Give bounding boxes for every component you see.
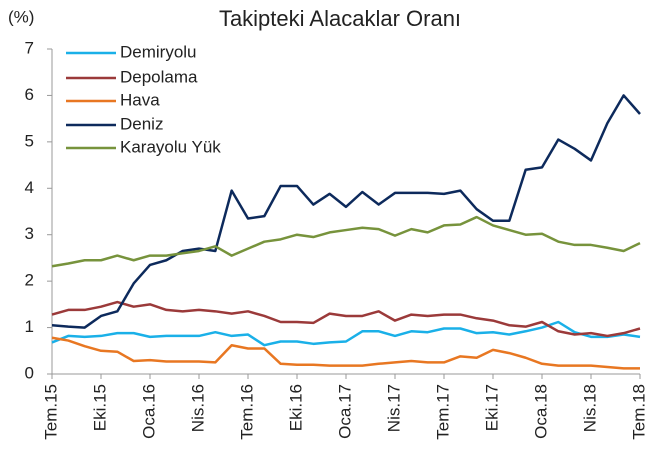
series-line <box>51 336 640 370</box>
legend-label: Depolama <box>120 67 198 86</box>
x-tick-label: Oca.16 <box>139 384 158 439</box>
x-tick-label: Tem.18 <box>629 384 648 440</box>
x-tick-label: Eki.16 <box>286 384 305 431</box>
x-tick-label: Nis.16 <box>188 384 207 432</box>
y-tick-label: 6 <box>25 85 34 104</box>
x-tick-label: Oca.17 <box>335 384 354 439</box>
y-tick-label: 1 <box>25 317 34 336</box>
y-tick-label: 5 <box>25 131 34 150</box>
y-tick-label: 0 <box>25 363 34 382</box>
y-tick-label: 2 <box>25 271 34 290</box>
legend-label: Karayolu Yük <box>120 137 221 156</box>
series-line <box>51 320 641 347</box>
y-axis-label: (%) <box>8 7 34 26</box>
x-tick-label: Tem.16 <box>237 384 256 440</box>
chart-title: Takipteki Alacaklar Oranı <box>219 6 461 31</box>
x-tick-label: Oca.18 <box>531 384 550 439</box>
x-tick-label: Tem.15 <box>41 384 60 440</box>
legend-label: Deniz <box>120 114 163 133</box>
legend-label: Demiryolu <box>120 42 197 61</box>
x-tick-label: Eki.17 <box>482 384 501 431</box>
y-tick-label: 7 <box>25 38 34 57</box>
series-line <box>51 94 641 329</box>
y-tick-label: 4 <box>25 178 34 197</box>
series-line <box>51 215 641 268</box>
x-tick-label: Nis.17 <box>384 384 403 432</box>
x-tick-label: Tem.17 <box>433 384 452 440</box>
series-line <box>51 300 641 338</box>
y-tick-label: 3 <box>25 224 34 243</box>
legend-label: Hava <box>120 90 160 109</box>
x-tick-label: Nis.18 <box>580 384 599 432</box>
x-tick-label: Eki.15 <box>90 384 109 431</box>
